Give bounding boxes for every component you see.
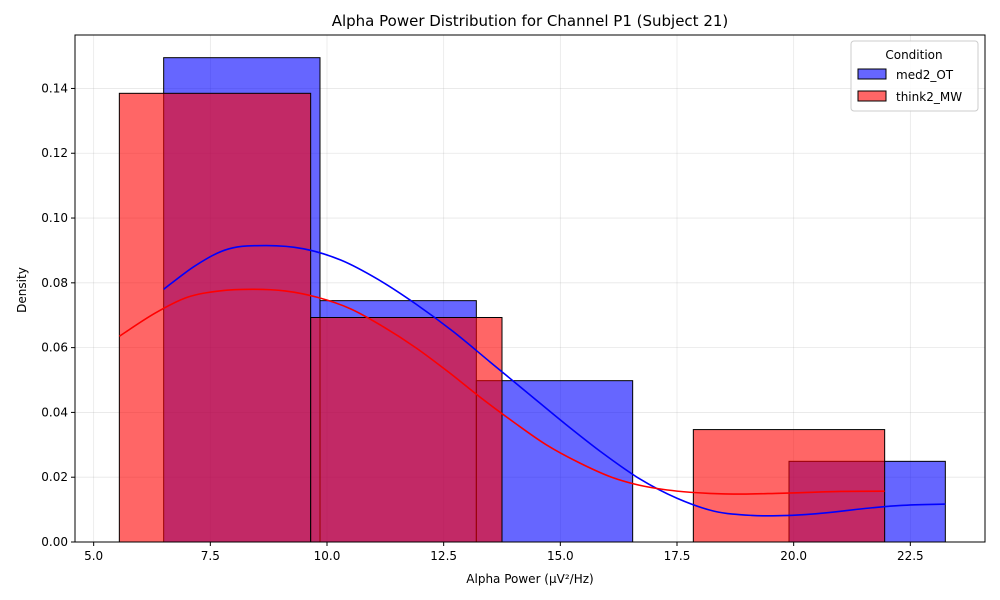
y-tick-label: 0.04: [41, 405, 68, 419]
kde-line-med2-ot: [163, 244, 946, 517]
y-tick-label: 0.10: [41, 211, 68, 225]
legend-label-med2-ot: med2_OT: [896, 68, 954, 82]
y-axis-label: Density: [15, 267, 29, 313]
x-tick-label: 22.5: [897, 549, 924, 563]
legend-swatch-think2-mw: [857, 90, 887, 102]
histogram-bars: [118, 57, 946, 543]
x-tick-label: 5.0: [84, 549, 103, 563]
bar-think2-mw: [310, 316, 503, 543]
chart-title: Alpha Power Distribution for Channel P1 …: [332, 12, 729, 30]
y-axis-ticks: 0.00 0.02 0.04 0.06 0.08 0.10 0.12 0.14: [41, 81, 75, 549]
legend-label-think2-mw: think2_MW: [896, 90, 962, 104]
x-tick-label: 20.0: [780, 549, 807, 563]
plot-frame: [74, 34, 986, 543]
kde-curves: [118, 244, 946, 517]
y-tick-label: 0.02: [41, 470, 68, 484]
x-tick-label: 12.5: [430, 549, 457, 563]
kde-line-think2-mw: [118, 288, 885, 495]
legend: Condition med2_OT think2_MW: [850, 40, 979, 112]
x-tick-label: 17.5: [664, 549, 691, 563]
legend-title: Condition: [885, 48, 942, 62]
y-tick-label: 0.00: [41, 535, 68, 549]
bar-think2-mw: [692, 429, 886, 543]
x-tick-label: 15.0: [547, 549, 574, 563]
y-tick-label: 0.14: [41, 81, 68, 95]
bar-think2-mw: [118, 92, 312, 543]
y-tick-label: 0.12: [41, 146, 68, 160]
x-axis-ticks: 5.0 7.5 10.0 12.5 15.0 17.5 20.0 22.5: [84, 542, 924, 563]
x-tick-label: 7.5: [201, 549, 220, 563]
x-tick-label: 10.0: [314, 549, 341, 563]
y-tick-label: 0.06: [41, 341, 68, 355]
y-tick-label: 0.08: [41, 276, 68, 290]
x-axis-label: Alpha Power (μV²/Hz): [466, 572, 593, 586]
legend-swatch-med2-ot: [857, 68, 887, 80]
